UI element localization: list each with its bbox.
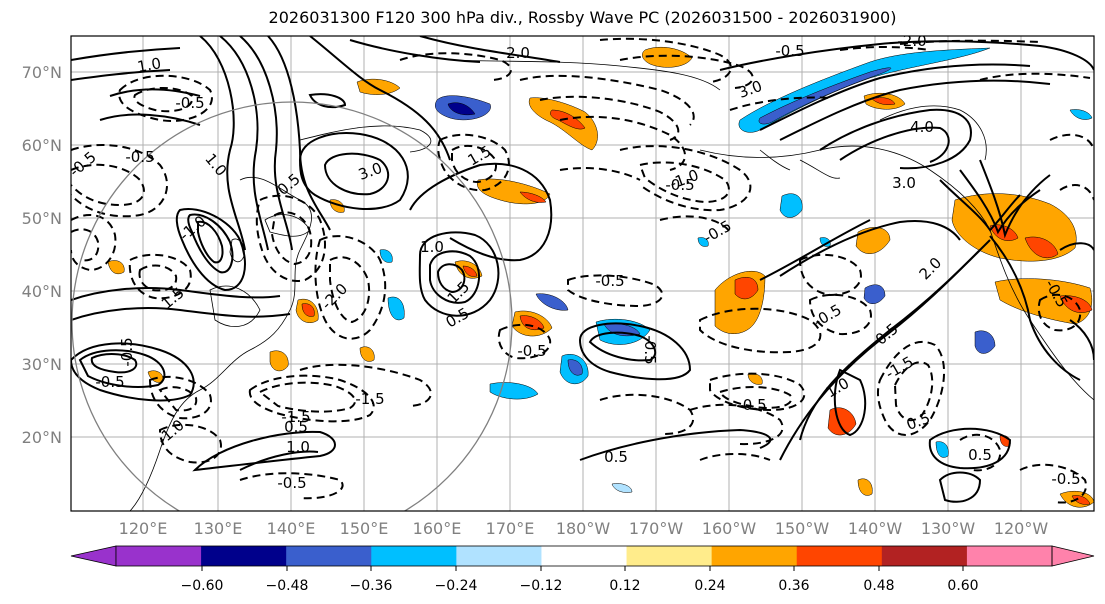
colorbar-tick-label: 0.12 (609, 578, 640, 594)
contour-label: -0.5 (175, 94, 204, 112)
colorbar-tick-label: −0.48 (266, 578, 309, 594)
colorbar-segment (966, 546, 1053, 566)
contour-label: -1.5 (281, 408, 310, 426)
contour-label: -0.5 (125, 148, 154, 166)
lon-label: 180°W (556, 519, 611, 538)
colorbar-segment (796, 546, 883, 566)
lon-label: 120°E (119, 519, 168, 538)
contour-label: -0.5 (641, 335, 659, 364)
lat-label: 30°N (22, 355, 62, 374)
dashed-contours (71, 37, 1094, 504)
colorbar-tick-label: 0.48 (863, 578, 894, 594)
colorbar-segment (201, 546, 287, 566)
lon-label: 160°W (702, 519, 757, 538)
lon-label: 150°E (340, 519, 389, 538)
lon-label: 120°W (994, 519, 1049, 538)
contour-label: 0.5 (604, 448, 628, 466)
contour-label: 1.0 (286, 438, 310, 456)
contour-label: 0.5 (284, 418, 308, 436)
colorbar-arrow-right (1051, 545, 1095, 567)
colorbar-tick-label: −0.60 (181, 578, 224, 594)
lon-label: 140°W (848, 519, 903, 538)
contour-label: -0.5 (665, 176, 694, 194)
colorbar-segment (711, 546, 798, 566)
lon-label: 130°E (194, 519, 243, 538)
contour-label: -0.5 (595, 272, 624, 290)
colorbar-segment (541, 546, 628, 566)
lat-label: 50°N (22, 209, 62, 228)
colorbar-tick-label: −0.12 (520, 578, 563, 594)
longitude-labels: 120°E 130°E 140°E 150°E 160°E 170°E 180°W 170°W… (119, 519, 1049, 538)
colorbar-segment (456, 546, 542, 566)
contour-label: -0.5 (517, 342, 546, 360)
colorbar-segment (626, 546, 713, 566)
colorbar-tick-label: 0.24 (694, 578, 725, 594)
map-border (70, 35, 1095, 512)
colorbar-segment (116, 546, 202, 566)
contour-label: 1.0 (136, 54, 163, 76)
colorbar-tick-label: 0.36 (778, 578, 809, 594)
contour-label: -0.5 (277, 474, 306, 492)
lon-label: 130°W (921, 519, 976, 538)
solid-contours (71, 36, 1094, 503)
lon-label: 160°E (413, 519, 462, 538)
lon-label: 140°E (267, 519, 316, 538)
lon-label: 170°E (486, 519, 535, 538)
colorbar-frame (115, 545, 1053, 567)
colorbar-segment (286, 546, 372, 566)
lat-label: 60°N (22, 136, 62, 155)
contour-label: -0.5 (737, 396, 766, 414)
colorbar-arrow-left (70, 545, 117, 567)
lat-label: 20°N (22, 428, 62, 447)
colorbar-segment (881, 546, 968, 566)
colorbar-tick-label: 0.60 (947, 578, 978, 594)
colorbar-segment (371, 546, 457, 566)
contour-label: -2.0 (897, 32, 926, 50)
contour-label: 3.0 (892, 174, 916, 192)
contour-label: -1.5 (355, 390, 384, 408)
colorbar-tick-label: −0.24 (435, 578, 478, 594)
latitude-labels: 70°N 60°N 50°N 40°N 30°N 20°N (22, 63, 62, 447)
lat-label: 70°N (22, 63, 62, 82)
lat-label: 40°N (22, 282, 62, 301)
lon-label: 150°W (775, 519, 830, 538)
contour-label: 2.0 (506, 44, 530, 62)
contour-label: 1.0 (420, 238, 444, 256)
contour-label: -0.5 (775, 42, 804, 60)
contour-label: 0.5 (968, 446, 992, 464)
contour-label: -0.5 (118, 337, 136, 366)
colorbar-tick-label: −0.36 (350, 578, 393, 594)
divergence-shading (107, 47, 1094, 508)
colorbar: −0.60 −0.48 −0.36 −0.24 −0.12 0.12 0.24 0.36 0.4… (70, 545, 1095, 594)
contour-label: 4.0 (910, 118, 934, 136)
gridlines (71, 36, 1094, 511)
lon-label: 170°W (629, 519, 684, 538)
reference-circle (71, 101, 513, 511)
contour-label: -0.5 (95, 373, 124, 391)
contour-label: -0.5 (1051, 470, 1080, 488)
map-title: 2026031300 F120 300 hPa div., Rossby Wav… (268, 8, 897, 27)
